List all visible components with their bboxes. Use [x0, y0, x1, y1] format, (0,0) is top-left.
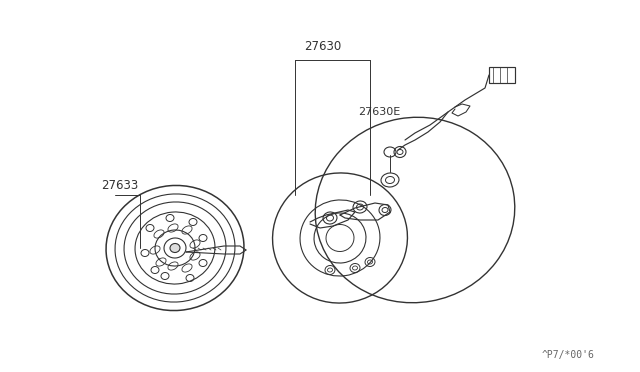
Text: 27630: 27630 [305, 39, 342, 52]
Text: 27633: 27633 [101, 179, 139, 192]
Ellipse shape [170, 244, 180, 253]
Text: ^P7/*00'6: ^P7/*00'6 [542, 350, 595, 360]
Bar [489, 67, 515, 83]
Text: 27630E: 27630E [358, 107, 400, 117]
